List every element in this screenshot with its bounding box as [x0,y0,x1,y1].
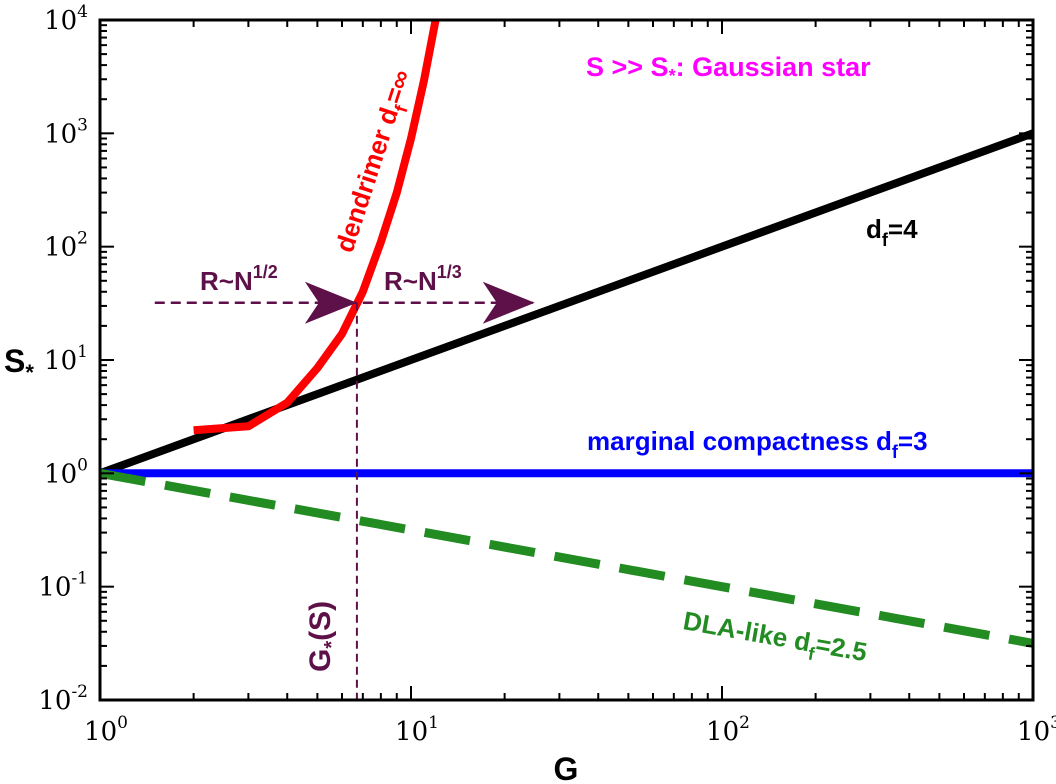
annotation-r-half: R~N1/2 [200,262,278,296]
x-tick-label: 103 [1017,713,1056,747]
ticks-layer [99,19,1034,701]
plot-frame [98,18,1035,702]
annotation-gaussian-star: S >> S*: Gaussian star [586,52,871,86]
y-tick-label: 100 [44,455,88,489]
x-tick-label: 100 [84,713,128,747]
annotation-r-third: R~N1/3 [384,262,462,296]
annotation-g-star: G*(S) [304,601,343,672]
y-tick-label: 10-2 [38,682,88,716]
series-dla-line [100,468,1033,648]
x-tick-label: 101 [395,713,439,747]
x-axis-label: G [554,751,579,784]
annotation-dla: DLA-like df=2.5 [680,605,869,673]
guide-layer [154,281,535,700]
arrow-head-right [482,281,535,324]
annotation-df4: df=4 [866,214,918,250]
series-dendrimer-line [193,20,440,435]
y-tick-label: 104 [44,2,88,36]
x-tick-label: 102 [706,713,750,747]
series-layer [100,20,1033,648]
arrow-head-left [304,281,357,324]
y-tick-label: 102 [44,229,88,263]
y-tick-label: 10-1 [38,569,88,603]
y-axis-label: S* [4,343,34,385]
y-tick-label: 103 [44,115,88,149]
annotation-marginal: marginal compactness df=3 [587,426,928,462]
y-tick-label: 101 [44,342,88,376]
tick-labels-layer: 100 101 102 103 10-2 10-1 100 101 102 103 104 [38,2,1056,747]
series-df4-line [100,129,1033,478]
